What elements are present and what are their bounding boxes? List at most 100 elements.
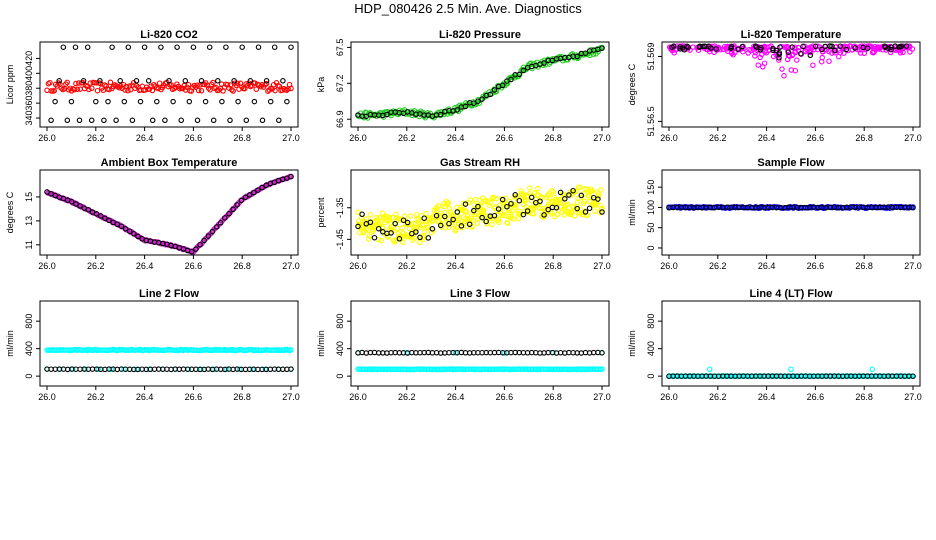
data-point-dense	[581, 198, 588, 205]
data-point-avg	[562, 196, 568, 202]
data-point-dense	[517, 212, 524, 218]
data-point-dense	[521, 192, 527, 198]
data-point-avg	[73, 201, 79, 207]
data-point-dense	[599, 205, 605, 212]
data-point-avg	[713, 46, 719, 52]
data-point-dense	[504, 220, 511, 227]
panel-title: Li-820 Temperature	[741, 29, 842, 41]
plot-frame	[350, 41, 610, 128]
data-point-avg	[93, 211, 100, 217]
data-point-avg	[154, 98, 160, 105]
data-point-avg	[210, 117, 217, 124]
data-point-dense	[561, 212, 567, 218]
panel-rh: Gas Stream RH percent 26.0 26.2 26.4 26.6 26.8…	[316, 157, 611, 271]
data-point-dense	[399, 225, 406, 231]
x-tick-label: 26.0	[349, 392, 367, 402]
data-point-avg	[259, 184, 265, 191]
data-point-avg	[417, 234, 423, 241]
data-point-dense	[781, 72, 787, 79]
data-point-avg	[222, 215, 228, 221]
x-tick-label: 27.0	[904, 392, 922, 402]
data-point-avg	[242, 194, 249, 201]
data-point-dense	[463, 209, 470, 215]
x-tick-label: 27.0	[593, 133, 611, 143]
data-point-avg	[135, 233, 141, 240]
data-point-dense	[149, 87, 156, 94]
plot-frame	[661, 41, 921, 128]
y-tick-label: 51.569	[646, 43, 656, 71]
data-point-dense	[493, 195, 499, 202]
y-tick-label: 340	[24, 111, 34, 126]
data-point-dense	[832, 44, 839, 50]
plot-frame	[39, 300, 299, 387]
y-tick-label: -1.45	[335, 229, 345, 250]
x-tick-label: 26.2	[398, 261, 416, 271]
data-point-avg	[773, 47, 780, 54]
data-point-dense	[422, 225, 428, 231]
panel-title: Line 4 (LT) Flow	[750, 288, 833, 300]
data-point-avg	[288, 44, 294, 50]
data-point-avg	[205, 233, 212, 239]
data-point-avg	[537, 198, 543, 204]
x-tick-label: 26.6	[496, 261, 514, 271]
data-point-avg	[239, 44, 245, 50]
data-point-avg	[516, 197, 523, 204]
figure-title: HDP_080426 2.5 Min. Ave. Diagnostics	[354, 1, 582, 16]
data-point-avg	[182, 78, 189, 84]
data-point-avg	[429, 226, 436, 232]
data-point-avg	[193, 246, 199, 252]
data-point-avg	[807, 52, 814, 59]
data-point-avg	[246, 192, 253, 198]
panel-co2: Li-820 CO2 Licor ppm 26.0 26.2 26.4 26.6 26.8 2…	[5, 29, 300, 143]
data-point-avg	[541, 212, 547, 218]
data-point-avg	[499, 82, 506, 89]
data-point-dense	[818, 58, 825, 65]
data-point-avg	[288, 173, 294, 180]
plot-frame	[661, 300, 921, 387]
data-point-avg	[197, 241, 203, 248]
data-point-dense	[386, 214, 393, 221]
data-point-dense	[770, 53, 777, 60]
data-point-dense	[234, 80, 241, 87]
x-tick-label: 26.4	[136, 133, 154, 143]
data-point-dense	[422, 114, 429, 121]
x-tick-label: 26.0	[38, 261, 56, 271]
x-tick-label: 26.6	[185, 133, 203, 143]
x-tick-label: 26.6	[807, 392, 825, 402]
x-tick-label: 27.0	[593, 261, 611, 271]
data-point-dense	[435, 203, 442, 209]
data-point-avg	[437, 222, 444, 229]
data-point-dense	[283, 87, 290, 93]
data-point-avg	[491, 212, 498, 219]
data-point-avg	[728, 45, 735, 51]
x-tick-label: 26.4	[758, 261, 776, 271]
data-point-dense	[288, 85, 294, 92]
data-points	[44, 173, 294, 255]
data-point-avg	[458, 223, 465, 229]
data-point-dense	[446, 224, 452, 230]
data-point-dense	[272, 87, 278, 94]
data-point-avg	[194, 117, 201, 124]
data-point-avg	[284, 98, 290, 105]
data-point-avg	[553, 205, 560, 211]
data-point-avg	[158, 44, 164, 50]
data-point-spikes	[706, 366, 713, 373]
data-point-avg	[574, 205, 580, 212]
y-axis-label: kPa	[316, 77, 326, 93]
data-point-avg	[882, 44, 889, 50]
data-point-dense	[194, 82, 200, 88]
data-point-avg	[776, 55, 782, 61]
data-point-dense	[595, 193, 602, 199]
data-point-avg	[238, 197, 245, 204]
data-point-avg	[777, 44, 783, 50]
data-point-dense	[826, 58, 832, 64]
data-point-avg	[516, 71, 523, 78]
data-point-avg	[437, 111, 444, 118]
data-point-avg	[52, 98, 58, 105]
data-point-avg	[255, 44, 262, 50]
data-point-dense	[755, 62, 761, 68]
x-tick-label: 26.6	[185, 392, 203, 402]
data-point-avg	[897, 44, 903, 50]
data-point-avg	[149, 117, 156, 124]
